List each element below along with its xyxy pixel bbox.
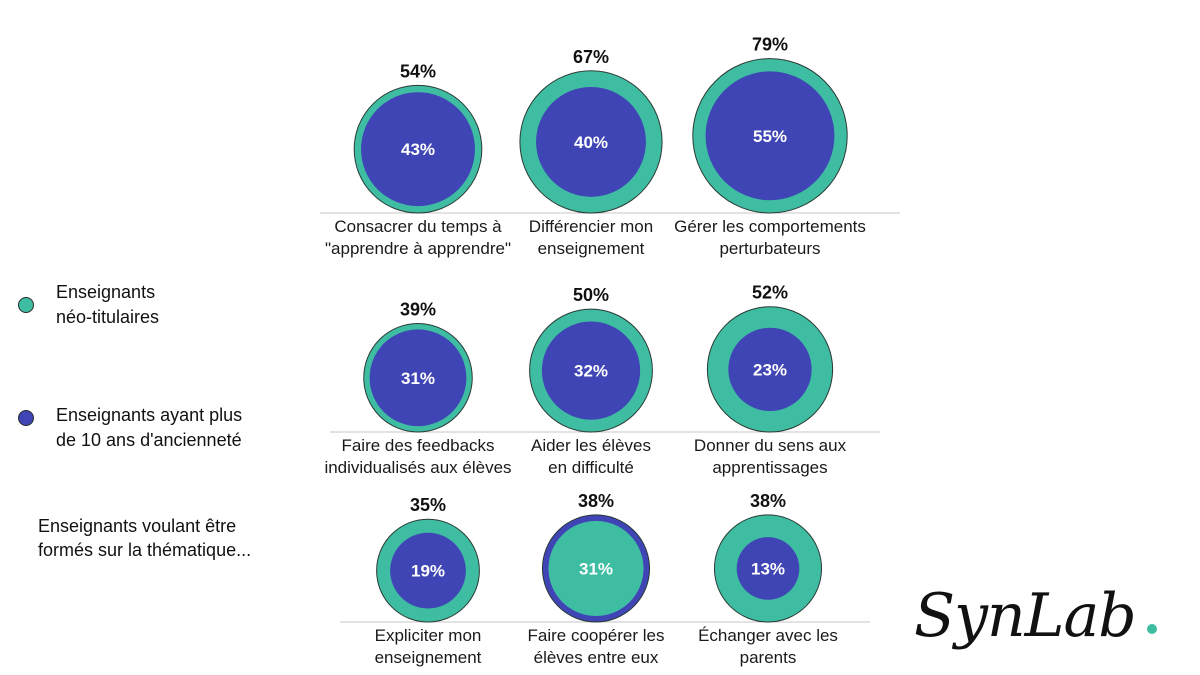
category-label: Donner du sens aux apprentissages xyxy=(694,436,847,477)
category-label: Faire coopérer les élèves entre eux xyxy=(527,626,664,667)
data-label-neo: 35% xyxy=(410,495,446,515)
logo-wordmark: SynLab xyxy=(914,581,1136,651)
data-label-ancien: 13% xyxy=(751,559,785,578)
bubble-ancien xyxy=(736,537,800,600)
category-label: Aider les élèves en difficulté xyxy=(531,436,651,477)
bubble-ancien xyxy=(728,327,812,412)
category-label: Échanger avec les parents xyxy=(698,626,838,667)
category-label: Expliciter mon enseignement xyxy=(375,626,482,667)
bubble-ancien xyxy=(369,329,467,427)
data-label-neo: 50% xyxy=(573,285,609,305)
bubble-neo xyxy=(548,520,644,616)
data-label-neo: 52% xyxy=(752,283,788,303)
data-label-ancien: 55% xyxy=(753,127,787,146)
data-label-neo: 67% xyxy=(573,47,609,67)
labels-group: 54% 43% Consacrer du temps à "apprendre à a… xyxy=(324,35,865,667)
legend-swatch-neo xyxy=(18,297,34,313)
legend-note: Enseignants voulant être formés sur la t… xyxy=(38,516,252,560)
legend-label-ancien: Enseignants ayant plus de 10 ans d'ancie… xyxy=(56,405,243,450)
bubble-ancien xyxy=(705,71,835,201)
bubble-ancien xyxy=(541,321,641,420)
data-label-neo: 54% xyxy=(400,61,436,81)
data-label-neo: 39% xyxy=(400,300,436,320)
data-label-neo: 38% xyxy=(750,491,786,511)
bubble-ancien xyxy=(390,532,466,609)
category-label: Consacrer du temps à "apprendre à apprend… xyxy=(325,217,511,258)
category-label: Faire des feedbacks individualisés aux él… xyxy=(324,436,511,477)
bubbles-group xyxy=(353,58,848,623)
bubble-ancien xyxy=(536,86,646,197)
data-label-ancien: 43% xyxy=(401,140,435,159)
synlab-logo: SynLab xyxy=(914,581,1157,651)
category-label: Différencier mon enseignement xyxy=(529,217,653,258)
data-label-ancien: 31% xyxy=(401,369,435,388)
data-label-neo: 38% xyxy=(578,491,614,511)
data-label-ancien: 23% xyxy=(753,360,787,379)
legend-swatch-ancien xyxy=(18,410,34,426)
data-label-ancien: 31% xyxy=(579,559,613,578)
bubble-ancien xyxy=(361,92,475,207)
data-label-ancien: 32% xyxy=(574,362,608,381)
logo-dot xyxy=(1147,624,1157,634)
data-label-neo: 79% xyxy=(752,35,788,55)
legend-label-neo: Enseignants néo-titulaires xyxy=(56,282,160,327)
data-label-ancien: 19% xyxy=(411,562,445,581)
category-label: Gérer les comportements perturbateurs xyxy=(674,217,866,258)
data-label-ancien: 40% xyxy=(574,133,608,152)
